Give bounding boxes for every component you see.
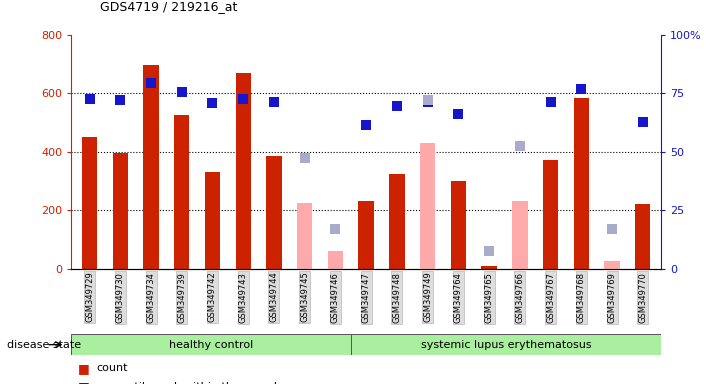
Text: GSM349744: GSM349744 bbox=[269, 272, 279, 323]
Text: GSM349734: GSM349734 bbox=[146, 272, 156, 323]
Bar bbox=[174, 115, 189, 269]
Bar bbox=[297, 203, 312, 269]
Bar bbox=[235, 73, 251, 269]
Bar bbox=[512, 202, 528, 269]
Text: GSM349766: GSM349766 bbox=[515, 272, 524, 323]
Text: ■: ■ bbox=[78, 380, 90, 384]
Point bbox=[176, 89, 188, 95]
Point bbox=[84, 96, 95, 102]
Text: GSM349770: GSM349770 bbox=[638, 272, 647, 323]
Text: GSM349768: GSM349768 bbox=[577, 272, 586, 323]
Bar bbox=[481, 266, 497, 269]
Point bbox=[114, 98, 126, 104]
Bar bbox=[112, 153, 128, 269]
Text: GDS4719 / 219216_at: GDS4719 / 219216_at bbox=[100, 0, 237, 13]
Text: ■: ■ bbox=[78, 362, 90, 375]
Text: healthy control: healthy control bbox=[169, 339, 253, 350]
Bar bbox=[267, 156, 282, 269]
Text: GSM349729: GSM349729 bbox=[85, 272, 94, 323]
Text: disease state: disease state bbox=[7, 339, 81, 350]
Bar bbox=[635, 204, 651, 269]
Text: percentile rank within the sample: percentile rank within the sample bbox=[96, 382, 284, 384]
Bar bbox=[389, 174, 405, 269]
Text: GSM349769: GSM349769 bbox=[608, 272, 616, 323]
Point bbox=[391, 103, 402, 109]
Bar bbox=[451, 181, 466, 269]
Bar bbox=[543, 161, 558, 269]
Bar bbox=[420, 143, 435, 269]
Bar bbox=[82, 137, 97, 269]
Text: GSM349764: GSM349764 bbox=[454, 272, 463, 323]
Point bbox=[514, 143, 525, 149]
Bar bbox=[205, 172, 220, 269]
Text: GSM349748: GSM349748 bbox=[392, 272, 402, 323]
Point bbox=[422, 99, 433, 105]
Point bbox=[360, 122, 372, 128]
Text: GSM349746: GSM349746 bbox=[331, 272, 340, 323]
Text: count: count bbox=[96, 363, 127, 373]
Point bbox=[330, 226, 341, 232]
Point bbox=[545, 99, 556, 105]
Bar bbox=[351, 334, 661, 355]
Bar bbox=[574, 98, 589, 269]
Text: GSM349765: GSM349765 bbox=[485, 272, 493, 323]
Bar bbox=[358, 202, 374, 269]
Text: GSM349749: GSM349749 bbox=[423, 272, 432, 323]
Point bbox=[268, 99, 279, 105]
Bar bbox=[71, 334, 351, 355]
Point bbox=[453, 111, 464, 117]
Bar bbox=[604, 262, 620, 269]
Point bbox=[207, 100, 218, 106]
Point bbox=[422, 98, 433, 104]
Text: GSM349742: GSM349742 bbox=[208, 272, 217, 323]
Bar bbox=[328, 251, 343, 269]
Text: GSM349739: GSM349739 bbox=[177, 272, 186, 323]
Point bbox=[299, 154, 311, 161]
Point bbox=[606, 226, 618, 232]
Text: GSM349730: GSM349730 bbox=[116, 272, 124, 323]
Point bbox=[483, 248, 495, 254]
Text: GSM349747: GSM349747 bbox=[362, 272, 370, 323]
Text: systemic lupus erythematosus: systemic lupus erythematosus bbox=[421, 339, 592, 350]
Point bbox=[576, 86, 587, 92]
Bar bbox=[144, 65, 159, 269]
Text: GSM349743: GSM349743 bbox=[239, 272, 247, 323]
Point bbox=[637, 119, 648, 126]
Text: GSM349745: GSM349745 bbox=[300, 272, 309, 323]
Point bbox=[145, 80, 156, 86]
Text: GSM349767: GSM349767 bbox=[546, 272, 555, 323]
Point bbox=[237, 96, 249, 102]
